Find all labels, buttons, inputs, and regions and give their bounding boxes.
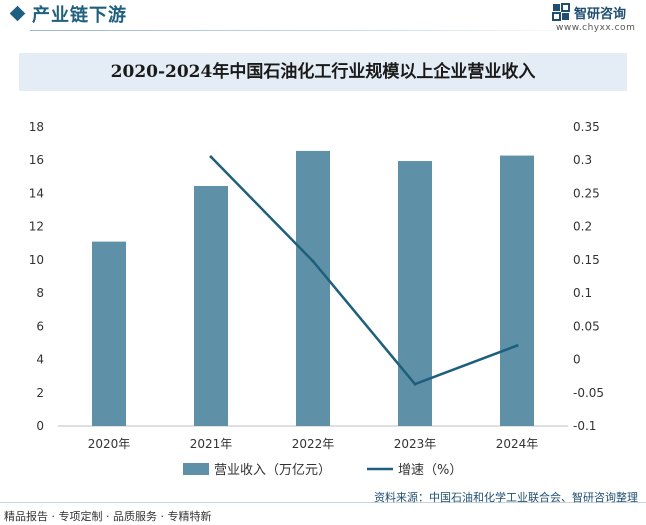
growth-rate-line: [210, 156, 518, 386]
category-label: 2020年: [88, 437, 131, 451]
chart-title: 2020-2024年中国石油化工行业规模以上企业营业收入: [110, 62, 536, 82]
left-axis-tick-label: 12: [29, 220, 44, 234]
left-axis-tick-label: 6: [36, 319, 44, 333]
category-label: 2022年: [292, 437, 335, 451]
left-axis-tick-label: 16: [29, 153, 44, 167]
category-label: 2023年: [394, 437, 437, 451]
legend-bar-label: 营业收入（万亿元）: [214, 463, 331, 478]
left-axis-tick-label: 0: [36, 419, 44, 433]
chart-canvas: 0 2 4 6 8 10 12 14 16 18 -0.1 -0.05 0 0.05 0.1 0.15 0.2 0…: [29, 120, 604, 478]
left-axis-tick-label: 4: [36, 353, 44, 367]
right-axis-tick-label: 0.05: [573, 319, 600, 333]
header-divider: [30, 30, 590, 31]
footer-divider: [0, 502, 646, 503]
section-title: 产业链下游: [32, 5, 127, 26]
source-note: 资料来源：中国石油和化学工业联合会、智研咨询整理: [374, 491, 638, 504]
brand-name: 智研咨询: [574, 7, 627, 22]
right-axis-tick-label: 0.3: [573, 153, 592, 167]
right-axis-tick-label: 0.1: [573, 286, 592, 300]
right-axis-tick-label: 0.25: [573, 186, 600, 200]
right-axis-tick-label: 0.35: [573, 120, 600, 134]
growth-rate-point: [413, 382, 417, 386]
footer-tagline: 精品报告 · 专项定制 · 品质服务 · 专精特新: [4, 510, 212, 523]
growth-rate-point: [311, 259, 315, 263]
revenue-bar: [296, 150, 330, 427]
growth-rate-point: [209, 155, 213, 159]
category-label: 2021年: [190, 437, 233, 451]
left-axis-tick-label: 8: [36, 286, 44, 300]
left-axis-tick-label: 14: [29, 186, 44, 200]
left-axis-tick-label: 18: [29, 120, 44, 134]
legend-bar-swatch: [183, 463, 209, 475]
left-axis-tick-label: 10: [29, 253, 44, 267]
brand-url: www.chyxx.com: [556, 23, 636, 33]
diamond-icon: [9, 5, 26, 22]
left-axis-tick-label: 2: [36, 386, 44, 400]
brand-logo-block: 智研咨询 www.chyxx.com: [552, 2, 638, 36]
revenue-bar: [398, 161, 432, 426]
right-axis-tick-label: 0.15: [573, 253, 600, 267]
revenue-bar: [92, 241, 126, 426]
section-header: 产业链下游 智研咨询 www.chyxx.com: [0, 0, 646, 36]
right-axis-tick-label: 0.2: [573, 220, 592, 234]
chart-title-band: 2020-2024年中国石油化工行业规模以上企业营业收入: [19, 53, 627, 91]
brand-logo-icon: [552, 3, 570, 21]
category-label: 2024年: [496, 437, 539, 451]
right-axis-tick-label: 0: [573, 353, 581, 367]
right-axis-tick-label: -0.05: [573, 386, 604, 400]
growth-rate-point: [515, 344, 519, 348]
right-axis-tick-label: -0.1: [573, 419, 596, 433]
legend-line-label: 增速（%）: [398, 463, 462, 478]
revenue-bar: [500, 155, 534, 426]
revenue-bar: [194, 185, 228, 426]
